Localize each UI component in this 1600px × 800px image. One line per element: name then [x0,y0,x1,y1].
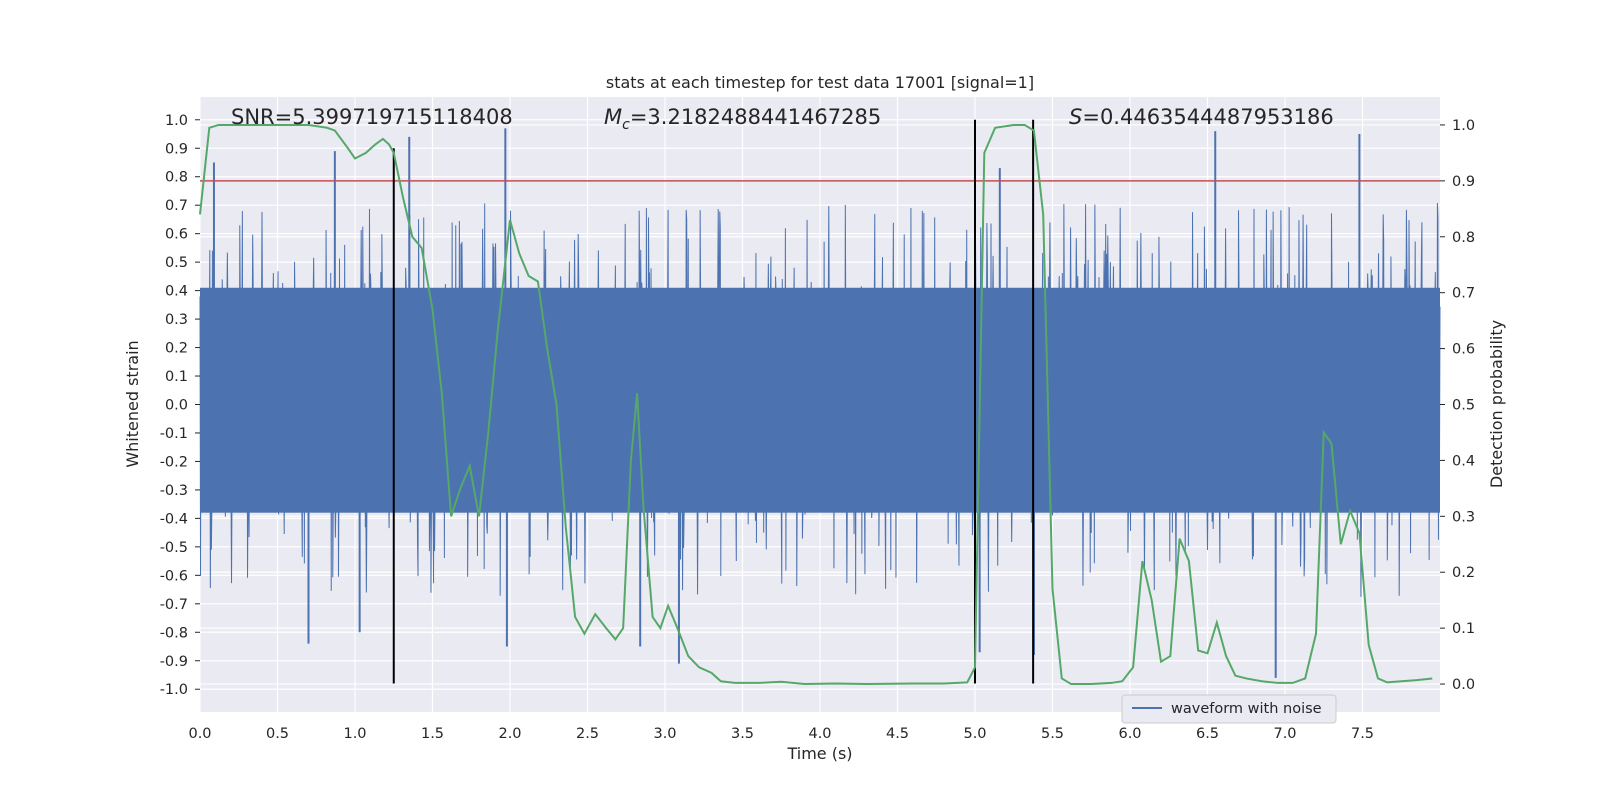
x-tick-label: 7.0 [1273,726,1296,742]
y-axis-label-right: Detection probability [1487,320,1506,488]
waveform-core-band [200,287,1440,513]
y-tick-label-right: 0.2 [1452,565,1475,581]
y-tick-label-left: -0.4 [160,511,188,527]
x-tick-label: 0.0 [188,726,211,742]
x-tick-label: 4.5 [886,726,909,742]
x-tick-label: 1.5 [421,726,444,742]
y-tick-label-right: 0.1 [1452,621,1475,637]
y-tick-label-left: -0.6 [160,568,188,584]
vertical-markers [392,119,1035,684]
y-tick-label-right: 0.5 [1452,398,1475,414]
y-tick-label-right: 0.9 [1452,174,1475,190]
y-tick-label-left: -0.5 [160,540,188,556]
y-tick-label-left: -0.3 [160,483,188,499]
y-axis-label-left: Whitened strain [123,340,142,467]
x-tick-label: 5.0 [963,726,986,742]
y-tick-label-left: -1.0 [160,682,188,698]
x-tick-label: 7.5 [1351,726,1374,742]
y-tick-label-right: 0.8 [1452,230,1475,246]
probability-line [199,123,1433,686]
legend: waveform with noise [1121,694,1337,724]
y-tick-label-left: -0.2 [160,454,188,470]
chart-title: stats at each timestep for test data 170… [606,73,1034,92]
x-tick-label: 3.5 [731,726,754,742]
chirp-mass-value: =3.2182488441467285 [630,105,881,129]
y-tick-label-right: 0.6 [1452,342,1475,358]
probability-series [199,123,1433,686]
y-tick-label-left: 0.5 [165,255,188,271]
x-tick-label: 2.0 [498,726,521,742]
y-tick-label-right: 0.3 [1452,509,1475,525]
y-tick-label-left: 0.8 [165,170,188,186]
y-tick-label-right: 0.4 [1452,453,1475,469]
y-tick-label-left: 0.0 [165,398,188,414]
legend-label: waveform with noise [1171,701,1322,717]
y-tick-label-left: 0.1 [165,369,188,385]
x-tick-label: 6.5 [1196,726,1219,742]
chirp-mass-annotation: Mc=3.2182488441467285 [604,105,881,133]
x-tick-label: 4.0 [808,726,831,742]
y-tick-label-left: 0.9 [165,141,188,157]
y-tick-label-left: 0.4 [165,284,188,300]
x-tick-label: 0.5 [266,726,289,742]
legend-box [1121,694,1337,724]
x-tick-label: 5.5 [1041,726,1064,742]
y-tick-label-left: 0.6 [165,227,188,243]
y-tick-label-right: 1.0 [1452,118,1475,134]
x-tick-label: 3.0 [653,726,676,742]
y-tick-label-left: 1.0 [165,113,188,129]
y-tick-label-left: 0.7 [165,198,188,214]
chirp-mass-subscript: c [622,117,630,133]
y-tick-label-left: 0.2 [165,341,188,357]
y-tick-label-left: -0.8 [160,625,188,641]
tick-labels: 0.0 0.5 1.0 1.5 2.0 2.5 3.0 3.5 4.0 4.5 5.0 5.5 6.0 6… [160,113,1475,742]
x-axis-label: Time (s) [786,744,852,763]
x-tick-label: 1.0 [343,726,366,742]
waveform-series [199,128,1441,678]
x-tick-label: 2.5 [576,726,599,742]
y-tick-label-left: -0.9 [160,654,188,670]
x-tick-label: 6.0 [1118,726,1141,742]
y-tick-label-left: -0.7 [160,597,188,613]
snr-annotation: SNR=5.399719715118408 [231,105,513,129]
y-tick-label-left: -0.1 [160,426,188,442]
s-annotation: S=0.4463544487953186 [1069,105,1334,129]
y-tick-label-right: 0.0 [1452,677,1475,693]
s-symbol: S [1069,105,1082,129]
y-tick-label-left: 0.3 [165,312,188,328]
s-value: =0.4463544487953186 [1082,105,1333,129]
chirp-mass-symbol: M [604,105,622,129]
y-tick-label-right: 0.7 [1452,286,1475,302]
